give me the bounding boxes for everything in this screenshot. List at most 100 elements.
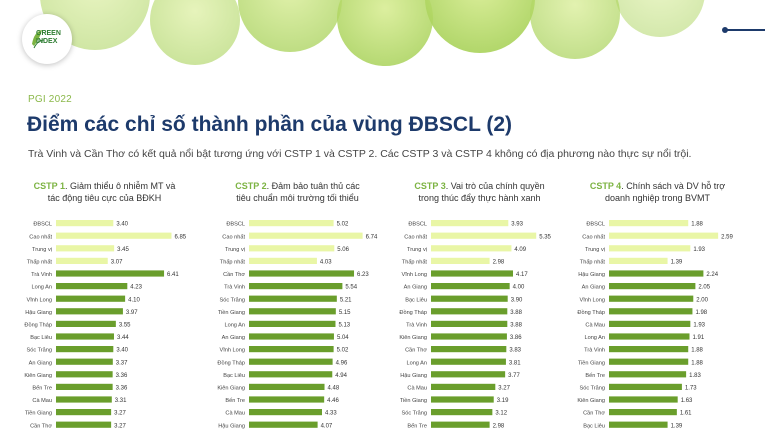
value-label: 3.97: [126, 310, 138, 316]
value-label: 4.09: [514, 247, 526, 253]
value-label: 3.40: [116, 222, 128, 228]
category-label: Cần Thơ: [223, 272, 245, 278]
bar: [431, 358, 506, 365]
chart-code: CSTP 4: [589, 181, 622, 191]
value-label: 1.61: [680, 411, 692, 417]
bar: [249, 358, 333, 365]
green-index-logo: GREEN INDEX: [22, 14, 72, 64]
nav-line: [725, 29, 765, 31]
page-title: Điểm các chỉ số thành phần của vùng ĐBSC…: [27, 113, 513, 136]
chart-code: CSTP 3: [414, 181, 446, 191]
category-label: Đồng Tháp: [217, 360, 245, 366]
category-label: Sóc Trăng: [402, 411, 428, 417]
header-decoration: [40, 0, 705, 66]
logo-line2: INDEX: [36, 38, 58, 45]
category-label: Vĩnh Long: [401, 272, 427, 278]
bar: [249, 270, 355, 277]
report-tag: PGI 2022: [28, 94, 72, 105]
value-label: 4.48: [328, 386, 340, 392]
value-label: 3.36: [116, 373, 128, 379]
value-label: 3.81: [509, 360, 521, 366]
category-label: Đồng Tháp: [24, 323, 52, 329]
bar: [249, 232, 363, 239]
category-label: Bến Tre: [407, 423, 427, 429]
bar: [56, 396, 112, 403]
bar: [609, 409, 677, 416]
bar: [249, 245, 335, 252]
bar: [249, 346, 334, 353]
value-label: 3.86: [510, 335, 522, 341]
category-label: Tiền Giang: [218, 310, 245, 316]
bar: [609, 383, 682, 390]
bar: [56, 283, 128, 290]
bar: [609, 320, 691, 327]
bar: [431, 383, 496, 390]
chart-title: CSTP 4. Chính sách và DV hỗ trợ doanh ng…: [565, 180, 750, 204]
bar: [609, 346, 689, 353]
value-label: 1.88: [691, 222, 703, 228]
value-label: 5.21: [340, 297, 352, 303]
bar: [609, 358, 689, 365]
value-label: 5.54: [345, 285, 357, 291]
category-label: ĐBSCL: [226, 222, 245, 228]
value-label: 3.37: [116, 360, 128, 366]
bar: [609, 283, 696, 290]
value-label: 3.27: [498, 386, 510, 392]
value-label: 1.63: [681, 398, 693, 404]
category-label: Long An: [584, 335, 605, 341]
category-label: ĐBSCL: [586, 222, 605, 228]
chart-title-line2: tiêu chuẩn môi trường tối thiểu: [236, 193, 359, 203]
value-label: 3.27: [114, 423, 126, 429]
category-label: Long An: [406, 360, 427, 366]
bar: [56, 220, 114, 227]
bar: [431, 396, 494, 403]
chart-title: CSTP 2. Đảm bảo tuân thủ các tiêu chuẩn …: [205, 180, 390, 204]
bar: [431, 421, 490, 428]
value-label: 5.02: [337, 348, 349, 354]
chart-title-line1: . Chính sách và DV hỗ trợ: [621, 181, 726, 191]
value-label: 5.15: [339, 310, 351, 316]
page-subtitle: Trà Vinh và Cần Thơ có kết quả nổi bật t…: [28, 148, 692, 160]
category-label: Tiền Giang: [400, 398, 427, 404]
category-label: Cao nhất: [29, 234, 52, 240]
chart-title: CSTP 1. Giảm thiểu ô nhiễm MT và tác độn…: [12, 180, 197, 204]
category-label: Bạc Liêu: [405, 297, 427, 303]
category-label: Hậu Giang: [25, 310, 52, 316]
category-label: Cần Thơ: [30, 423, 52, 429]
bar: [249, 421, 318, 428]
chart-panel-cstp3: CSTP 3. Vai trò của chính quyền trong th…: [387, 180, 572, 440]
bar: [609, 257, 668, 264]
value-label: 6.85: [174, 234, 186, 240]
category-label: Bến Tre: [585, 373, 605, 379]
category-label: Bạc Liêu: [223, 373, 245, 379]
value-label: 3.45: [117, 247, 129, 253]
chart-title: CSTP 3. Vai trò của chính quyền trong th…: [387, 180, 572, 204]
category-label: Trà Vinh: [224, 285, 245, 291]
bar: [431, 333, 507, 340]
bar: [249, 295, 337, 302]
category-label: Kiên Giang: [217, 386, 245, 392]
bar: [609, 396, 678, 403]
value-label: 2.98: [493, 260, 505, 266]
bar-chart: ĐBSCL 5.02 Cao nhất 6.74 Trung vị 5.06 Thấp nh…: [217, 220, 378, 429]
value-label: 1.83: [689, 373, 701, 379]
value-label: 4.17: [516, 272, 528, 278]
value-label: 4.03: [320, 260, 332, 266]
value-label: 1.91: [692, 335, 704, 341]
bar: [56, 383, 113, 390]
value-label: 3.88: [510, 310, 522, 316]
bar: [249, 333, 334, 340]
value-label: 2.59: [721, 234, 733, 240]
value-label: 2.98: [493, 423, 505, 429]
bar: [249, 220, 334, 227]
category-label: Cần Thơ: [583, 411, 605, 417]
chart-title-line1: . Vai trò của chính quyền: [445, 181, 545, 191]
bar: [431, 220, 509, 227]
category-label: Trung vị: [407, 247, 427, 253]
category-label: ĐBSCL: [33, 222, 52, 228]
category-label: Thấp nhất: [580, 260, 606, 266]
bar: [249, 371, 333, 378]
value-label: 1.39: [671, 260, 683, 266]
category-label: Trà Vinh: [31, 272, 52, 278]
value-label: 1.98: [695, 310, 707, 316]
